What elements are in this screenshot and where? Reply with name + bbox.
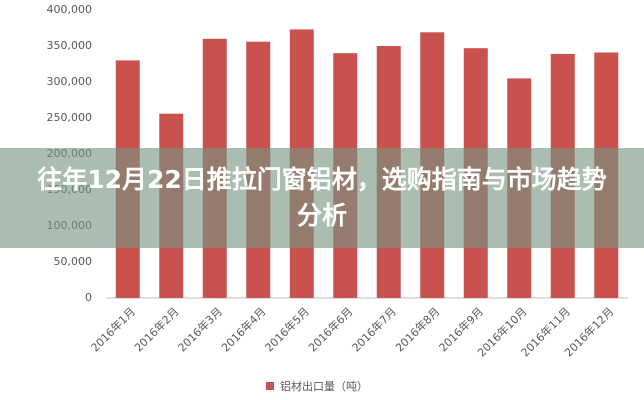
legend-label: 铝材出口量（吨）	[280, 379, 368, 393]
x-tick-label: 2016年5月	[262, 304, 312, 354]
y-tick-label: 0	[85, 291, 92, 304]
x-tick-label: 2016年8月	[392, 304, 442, 354]
y-tick-label: 400,000	[47, 3, 93, 16]
y-tick-label: 300,000	[47, 75, 93, 88]
x-tick-label: 2016年2月	[131, 304, 181, 354]
y-tick-label: 250,000	[47, 111, 93, 124]
chart-title: 往年12月22日推拉门窗铝材，选购指南与市场趋势分析	[37, 165, 607, 230]
y-tick-label: 50,000	[54, 255, 93, 268]
y-tick-label: 350,000	[47, 39, 93, 52]
x-tick-label: 2016年4月	[218, 304, 268, 354]
x-tick-label: 2016年3月	[175, 304, 225, 354]
title-banner: 往年12月22日推拉门窗铝材，选购指南与市场趋势分析	[0, 148, 644, 248]
x-tick-label: 2016年1月	[88, 304, 138, 354]
legend-swatch	[266, 382, 274, 390]
x-tick-label: 2016年7月	[349, 304, 399, 354]
x-tick-label: 2016年6月	[305, 304, 355, 354]
